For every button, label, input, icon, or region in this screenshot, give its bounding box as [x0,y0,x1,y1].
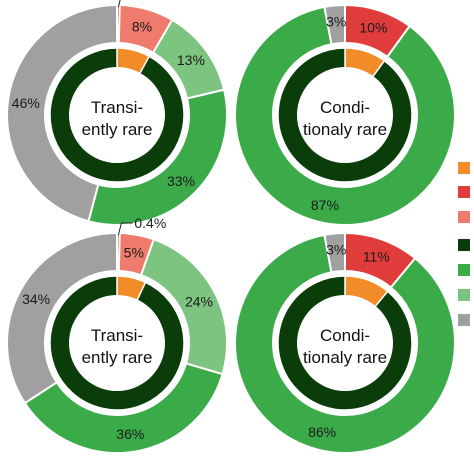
slice-label: 33% [167,173,195,189]
slice-label: 86% [308,424,336,440]
slice-label: 10% [359,20,387,36]
donut-chart-3: Transi-ently rare 0.4% 5% 24% 36% 34% [6,215,228,454]
slice-label: 8% [132,19,152,35]
slice-label: 5% [124,245,144,261]
legend-swatch-salmon [458,211,470,223]
center-label-line: ently rare [82,348,153,367]
donut-chart-4: Condi-tionaly rare 11% 86% 3% [234,231,456,454]
slice-label: 87% [311,197,339,213]
center-label-line: ently rare [82,120,153,139]
donut-hole [69,295,165,391]
center-label: Transi-ently rare [82,98,153,139]
slice-label: 11% [363,248,390,264]
callout-line [117,222,133,236]
legend-swatch-light_green [458,289,470,301]
donut-hole [297,295,393,391]
outer-slice-green [23,362,224,454]
donut-hole [69,67,165,163]
outer-slice-gray [6,231,118,405]
donut-chart-2: Condi-tionaly rare 10% 87% 3% [234,3,456,226]
slice-label: 3% [326,13,346,29]
slice-label: 34% [22,291,50,307]
slice-label: 36% [116,426,144,442]
donut-chart-1: Transi-ently rare 0.4% 8% 13% 33% 46% [6,0,228,226]
donut-hole [297,67,393,163]
center-label-line: Transi- [91,98,143,117]
legend-swatch-green [458,264,470,276]
outer-slice-gray [6,3,118,223]
slice-label: 0.4% [134,0,166,3]
center-label: Condi-tionaly rare [303,98,387,139]
center-label-line: Condi- [320,326,370,345]
slice-label: 13% [177,52,205,68]
outer-slice-green [234,5,456,226]
slice-label: 46% [12,95,40,111]
outer-slice-gray [323,231,346,274]
legend [458,162,470,326]
center-label-line: Condi- [320,98,370,117]
legend-swatch-gray [458,314,470,326]
callout-line [117,0,121,8]
slice-label: 0.4% [134,215,166,231]
center-label-line: tionaly rare [303,348,387,367]
center-label-line: Transi- [91,326,143,345]
center-label: Condi-tionaly rare [303,326,387,367]
outer-slice-gray [323,3,346,46]
legend-swatch-orange [458,162,470,174]
center-label-line: tionaly rare [303,120,387,139]
slice-label: 3% [326,241,346,257]
center-label: Transi-ently rare [82,326,153,367]
legend-swatch-dark_green [458,239,470,251]
outer-slice-green [234,233,456,454]
legend-swatch-red [458,186,470,198]
slice-label: 24% [185,293,213,309]
